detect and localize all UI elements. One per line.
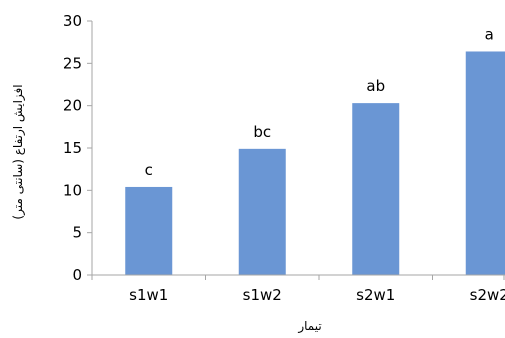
x-tick-label: s1w1: [129, 286, 168, 304]
x-tick-label: s2w2: [470, 286, 505, 304]
bar-s1w1: [125, 186, 173, 275]
x-tick-label: s1w2: [243, 286, 282, 304]
bar-s1w2: [238, 148, 286, 275]
y-tick-label: 20: [63, 97, 82, 115]
data-label-s2w1: ab: [366, 77, 385, 95]
y-axis-title: افزایش ارتفاع (سانتی متر): [11, 84, 26, 219]
y-tick-label: 10: [63, 181, 82, 199]
y-ticks: 0 5 10 15 20 25 30: [63, 12, 92, 284]
bars-layer: [125, 51, 505, 276]
y-tick-label: 25: [63, 54, 82, 72]
data-labels: c bc ab a: [145, 25, 494, 178]
data-label-s1w1: c: [145, 161, 153, 179]
data-label-s2w2: a: [485, 25, 494, 43]
bar-s2w1: [352, 103, 400, 275]
x-axis-title: تیمار: [297, 319, 321, 334]
y-tick-label: 5: [72, 224, 82, 242]
bar-s2w2: [465, 51, 505, 276]
x-ticks: s1w1 s1w2 s2w1 s2w2: [91, 275, 505, 304]
x-tick-label: s2w1: [356, 286, 395, 304]
data-label-s1w2: bc: [253, 123, 271, 141]
y-tick-label: 15: [63, 139, 82, 157]
y-tick-label: 0: [72, 266, 82, 284]
y-tick-label: 30: [63, 12, 82, 30]
